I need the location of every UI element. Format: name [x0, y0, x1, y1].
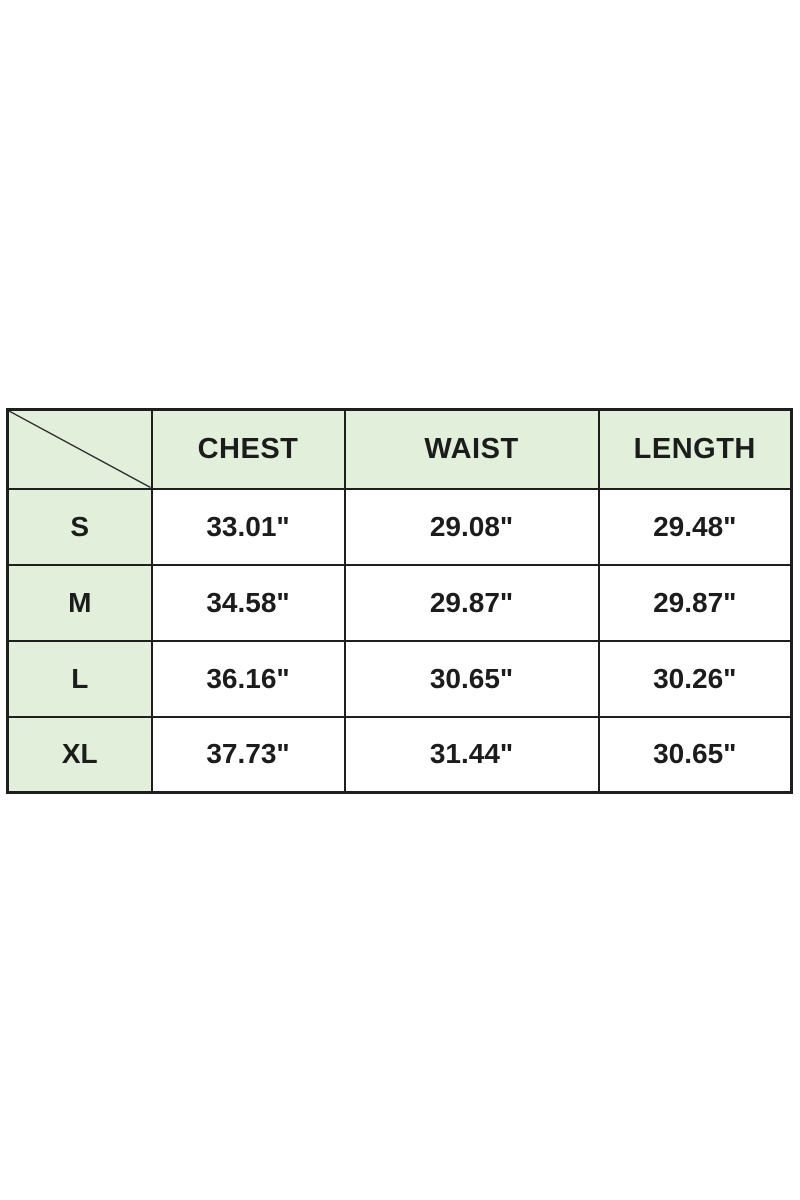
table-cell-length: 30.65"	[597, 715, 793, 794]
row-header-size: L	[6, 639, 153, 718]
row-header-size: S	[6, 487, 153, 566]
table-cell-length: 30.26"	[597, 639, 793, 718]
table-row-m: M 34.58" 29.87" 29.87"	[6, 563, 793, 642]
column-header-waist: WAIST	[343, 408, 600, 490]
table-cell-chest: 33.01"	[150, 487, 346, 566]
row-header-size: M	[6, 563, 153, 642]
table-cell-length: 29.87"	[597, 563, 793, 642]
table-cell-length: 29.48"	[597, 487, 793, 566]
table-header-row: CHEST WAIST LENGTH	[6, 408, 793, 490]
table-cell-waist: 31.44"	[343, 715, 600, 794]
table-cell-waist: 29.87"	[343, 563, 600, 642]
column-header-length: LENGTH	[597, 408, 793, 490]
corner-cell	[6, 408, 153, 490]
column-header-chest: CHEST	[150, 408, 346, 490]
table-cell-chest: 34.58"	[150, 563, 346, 642]
table-row-s: S 33.01" 29.08" 29.48"	[6, 487, 793, 566]
table-cell-chest: 36.16"	[150, 639, 346, 718]
table-cell-waist: 30.65"	[343, 639, 600, 718]
table-row-l: L 36.16" 30.65" 30.26"	[6, 639, 793, 718]
table-cell-waist: 29.08"	[343, 487, 600, 566]
diagonal-line-icon	[9, 411, 151, 488]
size-chart-table: CHEST WAIST LENGTH S 33.01" 29.08" 29.48…	[6, 408, 793, 794]
table-cell-chest: 37.73"	[150, 715, 346, 794]
table-row-xl: XL 37.73" 31.44" 30.65"	[6, 715, 793, 794]
row-header-size: XL	[6, 715, 153, 794]
